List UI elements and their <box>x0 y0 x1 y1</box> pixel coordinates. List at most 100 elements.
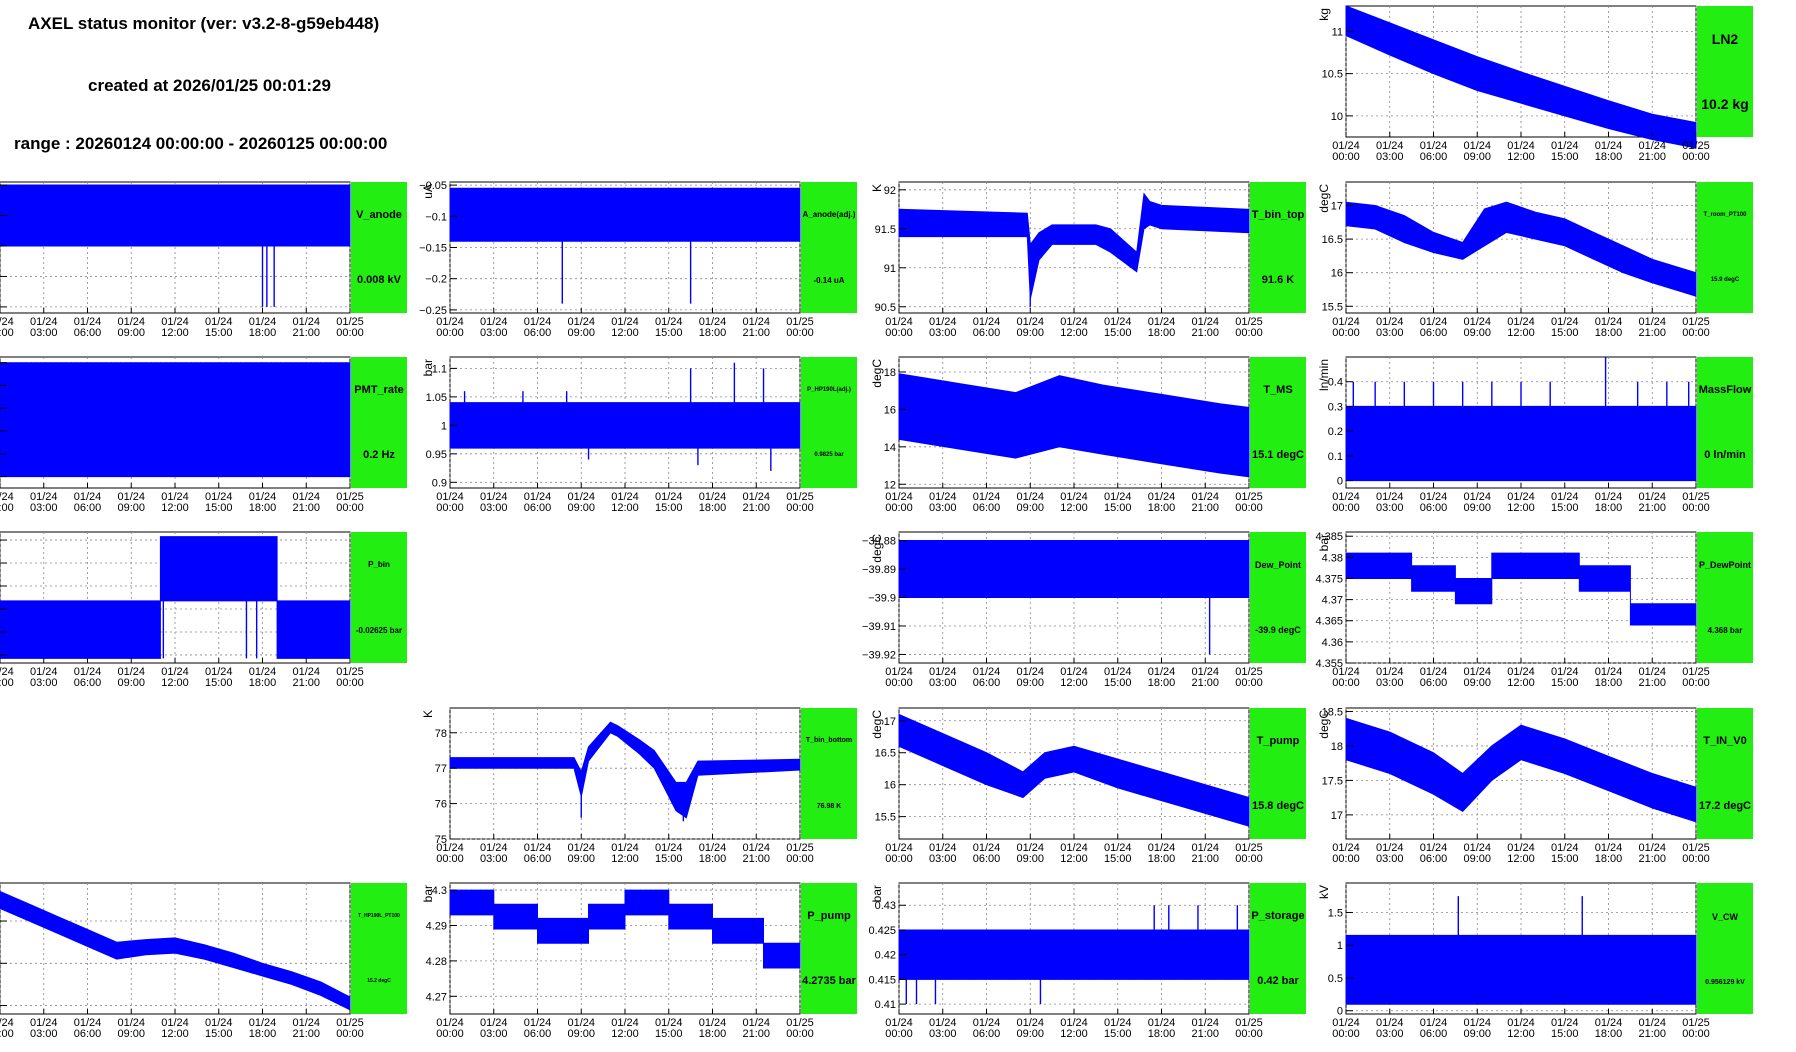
status-box: T_room_PT100 15.9 degC <box>1697 182 1753 313</box>
x-tick-label: 03:00 <box>30 1028 58 1040</box>
series-band-p-dewpoint <box>1345 552 1697 626</box>
x-tick-label: 03:00 <box>929 677 957 689</box>
chart-15: 1515.51601/2400:0001/2403:0001/2406:0001… <box>0 882 364 1040</box>
y-tick-label: −39.9 <box>868 593 896 605</box>
x-tick-label: 01/24 <box>929 666 957 678</box>
x-tick-label: 01/24 <box>74 1017 102 1029</box>
y-tick-label: −39.88 <box>862 536 896 548</box>
monitor-title: AXEL status monitor (ver: v3.2-8-g59eb44… <box>28 14 380 33</box>
x-tick-label: 01/24 <box>1148 491 1176 503</box>
x-tick-label: 01/24 <box>1191 666 1219 678</box>
x-tick-label: 01/24 <box>973 842 1001 854</box>
status-name: PMT_rate <box>354 383 404 396</box>
y-tick-label: 15.5 <box>1322 301 1343 313</box>
x-tick-label: 21:00 <box>1638 853 1666 865</box>
x-tick-label: 01/24 <box>74 491 102 503</box>
x-tick-label: 01/24 <box>567 316 595 328</box>
x-tick-label: 01/24 <box>161 491 189 503</box>
x-tick-label: 01/25 <box>336 666 364 678</box>
x-tick-label: 00:00 <box>1332 1028 1360 1040</box>
y-tick-label: 16 <box>884 404 896 416</box>
x-tick-label: 01/24 <box>1376 842 1404 854</box>
panel-p-dewpoint: 4.355 4.36 4.365 4.37 4.375 4.38 4.385 01/24 00:… <box>1314 524 1753 689</box>
x-tick-label: 01/24 <box>30 1017 58 1029</box>
x-tick-label: 01/24 <box>1148 842 1176 854</box>
status-box: P_pump 4.2735 bar <box>801 883 857 1014</box>
x-tick-label: 06:00 <box>973 853 1001 865</box>
x-tick-label: 18:00 <box>1148 327 1176 339</box>
panel-ln2: 10 10.5 11 01/24 00:00 01/24 03:00 01/24 06:00 01… <box>1314 0 1753 163</box>
x-tick-label: 01/24 <box>205 1017 233 1029</box>
series-band-massflow <box>1345 405 1697 482</box>
x-tick-label: 01/24 <box>1507 666 1535 678</box>
x-tick-label: 01/24 <box>1595 1017 1623 1029</box>
x-tick-label: 01/24 <box>30 316 58 328</box>
chart-9: −0.026−0.024−0.022−0.02−0.018−0.01601/24… <box>0 531 364 689</box>
series-band-t-pump <box>898 713 1250 827</box>
y-tick-label: −0.15 <box>419 243 447 255</box>
x-tick-label: 01/24 <box>1148 666 1176 678</box>
y-axis-unit: K <box>870 184 884 192</box>
y-tick-label: 18 <box>1331 741 1343 753</box>
x-tick-label: 01/24 <box>436 842 464 854</box>
status-name: Dew_Point <box>1254 559 1301 570</box>
status-name: T_MS <box>1263 383 1293 396</box>
x-tick-label: 01/24 <box>524 316 552 328</box>
panel-p-hp190l-adj-: 0.9 0.95 1 1.05 1.1 01/24 00:00 01/24 03:00 01/24… <box>418 349 857 514</box>
status-box: V_CW 0.956129 kV <box>1697 883 1753 1014</box>
x-tick-label: 12:00 <box>1060 1028 1088 1040</box>
x-tick-label: 06:00 <box>973 677 1001 689</box>
x-tick-label: 01/24 <box>0 491 14 503</box>
x-tick-label: 12:00 <box>1507 853 1535 865</box>
x-tick-label: 21:00 <box>1638 1028 1666 1040</box>
chart-8: 00.10.20.30.401/2400:0001/2403:0001/2406… <box>1317 356 1710 514</box>
panel-pmt-rate: 0.10.120.140.160.180.201/2400:0001/2403:… <box>0 349 407 514</box>
series-band-ln2 <box>1345 5 1697 149</box>
x-tick-label: 09:00 <box>567 327 595 339</box>
x-tick-label: 01/24 <box>436 316 464 328</box>
x-tick-label: 01/25 <box>786 1017 814 1029</box>
status-value: -0.14 uA <box>813 275 845 285</box>
x-tick-label: 01/24 <box>1060 666 1088 678</box>
x-tick-label: 09:00 <box>567 1028 595 1040</box>
status-box: P_bin -0.02625 bar <box>351 532 407 663</box>
y-tick-label: −0.25 <box>419 305 447 317</box>
x-tick-label: 01/25 <box>1235 1017 1263 1029</box>
x-tick-label: 01/24 <box>1595 140 1623 152</box>
series-band-t-bin-top <box>898 192 1250 300</box>
x-tick-label: 00:00 <box>336 677 364 689</box>
x-tick-label: 01/24 <box>1551 140 1579 152</box>
y-tick-label: 17 <box>1331 201 1343 213</box>
x-tick-label: 01/24 <box>1016 491 1044 503</box>
y-tick-label: 4.38 <box>1322 552 1343 564</box>
y-tick-label: 1.5 <box>1328 907 1343 919</box>
y-axis-unit: K <box>421 710 435 718</box>
x-tick-label: 12:00 <box>1507 151 1535 163</box>
x-tick-label: 21:00 <box>1191 502 1219 514</box>
x-tick-label: 00:00 <box>1235 853 1263 865</box>
x-tick-label: 06:00 <box>973 1028 1001 1040</box>
x-tick-label: 01/24 <box>0 316 14 328</box>
x-tick-label: 00:00 <box>1235 1028 1263 1040</box>
x-tick-label: 01/24 <box>205 316 233 328</box>
y-tick-label: 0 <box>1337 1006 1343 1018</box>
x-tick-label: 01/24 <box>1376 316 1404 328</box>
x-tick-label: 03:00 <box>1376 327 1404 339</box>
y-tick-label: 4.27 <box>426 991 447 1003</box>
x-tick-label: 03:00 <box>929 1028 957 1040</box>
x-tick-label: 00:00 <box>1332 502 1360 514</box>
y-axis-unit: bar <box>421 359 435 376</box>
x-tick-label: 01/24 <box>1463 666 1491 678</box>
x-tick-label: 00:00 <box>885 327 913 339</box>
x-tick-label: 01/24 <box>1507 842 1535 854</box>
x-tick-label: 21:00 <box>742 327 770 339</box>
y-tick-label: 76 <box>435 799 447 811</box>
y-axis-unit: kV <box>1317 885 1331 899</box>
y-axis-unit: degC <box>870 534 884 563</box>
panel-v-cw: 0 0.5 1 1.5 01/24 00:00 01/24 03:00 01/24 06:00 01… <box>1314 875 1753 1040</box>
x-tick-label: 12:00 <box>161 1028 189 1040</box>
y-tick-label: 16 <box>1331 268 1343 280</box>
status-box: T_MS 15.1 degC <box>1250 357 1306 488</box>
x-tick-label: 01/24 <box>1638 140 1666 152</box>
x-tick-label: 01/24 <box>1507 1017 1535 1029</box>
